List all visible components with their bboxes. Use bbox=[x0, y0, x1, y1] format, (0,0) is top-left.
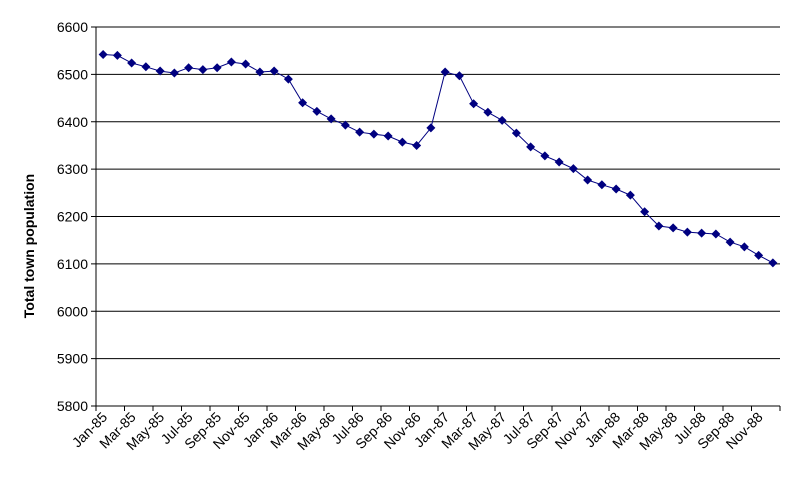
marker bbox=[711, 229, 721, 239]
marker bbox=[568, 164, 578, 174]
marker bbox=[269, 66, 279, 76]
marker bbox=[640, 207, 650, 217]
marker bbox=[184, 63, 194, 73]
marker bbox=[611, 184, 621, 194]
y-tick-label: 5800 bbox=[57, 398, 88, 414]
marker bbox=[355, 127, 365, 137]
marker bbox=[625, 190, 635, 200]
y-axis-label: Total town population bbox=[21, 174, 37, 318]
marker bbox=[226, 57, 236, 67]
marker bbox=[369, 129, 379, 139]
y-tick-label: 5900 bbox=[57, 351, 88, 367]
marker bbox=[469, 99, 479, 109]
marker bbox=[583, 175, 593, 185]
marker bbox=[255, 67, 265, 77]
marker bbox=[497, 115, 507, 125]
marker bbox=[754, 250, 764, 260]
marker bbox=[412, 140, 422, 150]
y-tick-label: 6000 bbox=[57, 303, 88, 319]
marker bbox=[155, 66, 165, 76]
marker bbox=[383, 131, 393, 141]
y-tick-label: 6300 bbox=[57, 161, 88, 177]
marker bbox=[454, 71, 464, 81]
marker bbox=[169, 68, 179, 78]
marker bbox=[540, 151, 550, 161]
marker bbox=[697, 228, 707, 238]
marker bbox=[526, 142, 536, 152]
marker bbox=[554, 157, 564, 167]
marker bbox=[597, 180, 607, 190]
marker bbox=[654, 221, 664, 231]
marker bbox=[298, 98, 308, 108]
y-tick-label: 6200 bbox=[57, 209, 88, 225]
marker bbox=[241, 59, 251, 69]
marker bbox=[739, 242, 749, 252]
marker bbox=[682, 227, 692, 237]
marker bbox=[440, 67, 450, 77]
marker bbox=[397, 137, 407, 147]
y-tick-label: 6500 bbox=[57, 66, 88, 82]
marker bbox=[511, 128, 521, 138]
y-tick-label: 6400 bbox=[57, 114, 88, 130]
marker bbox=[326, 114, 336, 124]
marker bbox=[212, 63, 222, 73]
y-tick-label: 6100 bbox=[57, 256, 88, 272]
marker bbox=[127, 58, 137, 68]
y-tick-label: 6600 bbox=[57, 19, 88, 35]
marker bbox=[768, 258, 778, 268]
marker bbox=[725, 237, 735, 247]
marker bbox=[98, 49, 108, 59]
marker bbox=[668, 223, 678, 233]
marker bbox=[141, 62, 151, 72]
marker bbox=[283, 74, 293, 84]
marker bbox=[483, 107, 493, 117]
marker bbox=[312, 106, 322, 116]
marker bbox=[426, 123, 436, 133]
marker bbox=[198, 65, 208, 75]
marker bbox=[340, 120, 350, 130]
marker bbox=[112, 50, 122, 60]
